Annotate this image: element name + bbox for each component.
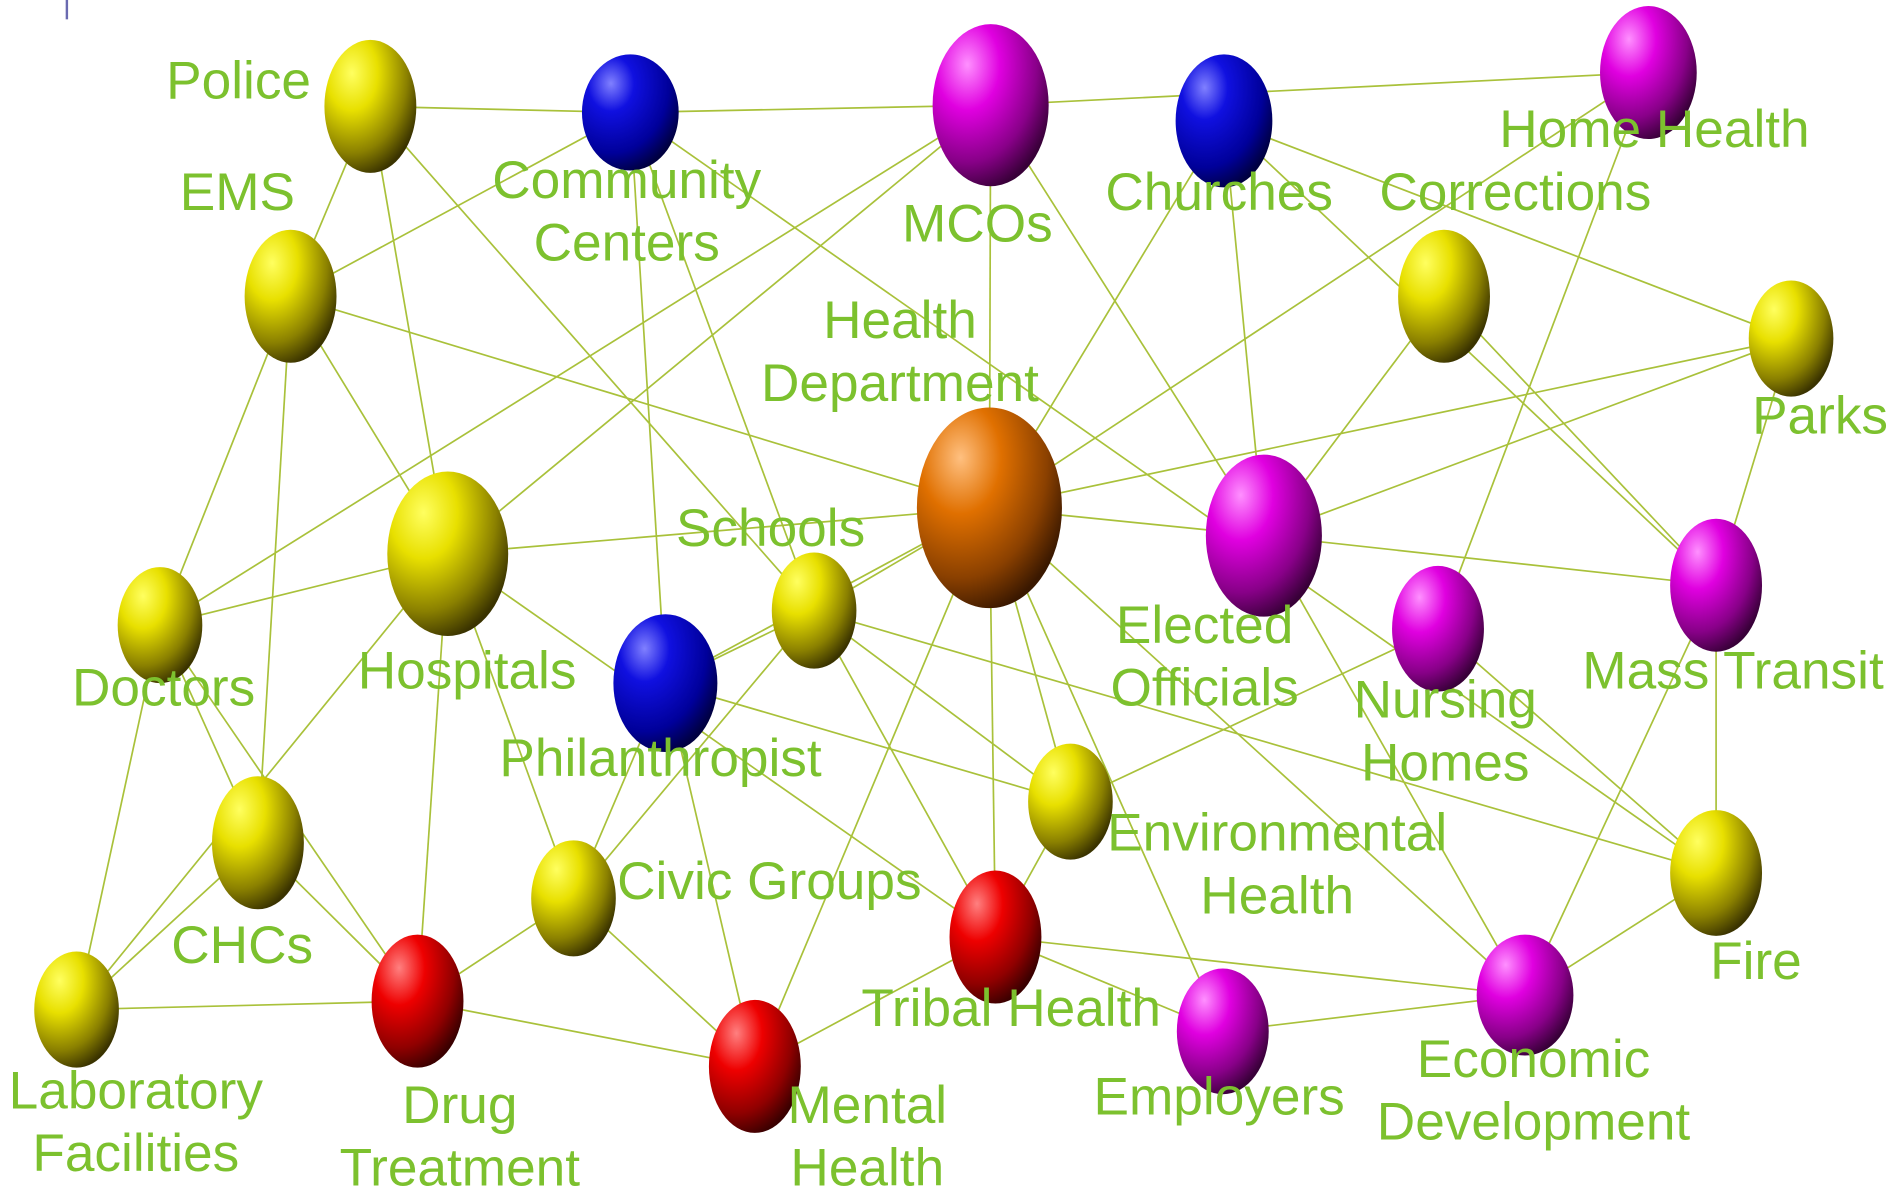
node-label: Community	[492, 151, 761, 210]
edge	[1264, 339, 1791, 536]
node-label: Hospitals	[358, 642, 577, 701]
node-label: MCOs	[902, 194, 1053, 253]
node-label: Mental	[787, 1076, 947, 1135]
network-diagram: Police CommunityCenters MCOs Churches Home H…	[0, 0, 1893, 1197]
page: Police CommunityCenters MCOs Churches Home H…	[0, 0, 1893, 1197]
node-label: Churches	[1105, 163, 1333, 222]
node-label: Homes	[1361, 734, 1529, 793]
node-sphere	[245, 230, 337, 363]
node-label: Corrections	[1379, 163, 1651, 222]
node-sphere	[917, 407, 1062, 608]
node-sphere	[1028, 744, 1113, 860]
node-label: Tribal Health	[861, 979, 1161, 1038]
node-sphere	[933, 24, 1049, 186]
node-label: Centers	[534, 214, 720, 273]
node-sphere	[324, 40, 416, 173]
node-label: Environmental	[1107, 804, 1447, 863]
node-label: Economic	[1417, 1030, 1651, 1089]
node-sphere	[1398, 230, 1490, 363]
node-label: Laboratory	[9, 1061, 264, 1120]
node-sphere	[212, 776, 304, 909]
node-label: Police	[166, 52, 311, 111]
node-sphere	[1206, 455, 1322, 617]
node-sphere	[1670, 519, 1762, 652]
node-label: Nursing	[1354, 671, 1537, 730]
node-sphere	[772, 553, 857, 669]
node-label: Parks	[1752, 387, 1888, 446]
node-label: Drug	[402, 1076, 517, 1135]
node-label: Health	[1200, 867, 1354, 926]
node-label: Home Health	[1499, 100, 1809, 159]
node-sphere	[531, 840, 616, 956]
node-sphere	[1670, 810, 1762, 936]
node-label: Treatment	[340, 1139, 581, 1197]
node-label: Elected	[1116, 596, 1293, 655]
edge	[258, 296, 291, 843]
node-label: Department	[761, 354, 1039, 413]
node-label: Schools	[676, 499, 865, 558]
node-label: Officials	[1111, 659, 1299, 718]
node-sphere	[34, 952, 119, 1068]
node-label: Facilities	[32, 1124, 239, 1183]
edge	[814, 611, 1070, 802]
edge	[1264, 536, 1716, 586]
node-label: Health	[790, 1139, 944, 1197]
edge	[77, 1001, 418, 1009]
edge	[989, 339, 1791, 508]
node-label: EMS	[180, 163, 295, 222]
node-label: Philanthropist	[499, 729, 821, 788]
edge	[418, 1001, 755, 1066]
node-label: Employers	[1094, 1067, 1345, 1126]
node-label: CHCs	[171, 916, 313, 975]
node-label: Development	[1377, 1093, 1691, 1152]
node-sphere	[387, 472, 508, 636]
node-label: Health	[823, 291, 977, 350]
node-sphere	[1749, 281, 1834, 397]
node-label: Fire	[1710, 932, 1802, 991]
edge	[1444, 296, 1716, 585]
node-sphere	[372, 935, 464, 1068]
node-label: Doctors	[72, 659, 255, 718]
node-label: Civic Groups	[617, 852, 921, 911]
node-label: Mass Transit	[1582, 642, 1884, 701]
